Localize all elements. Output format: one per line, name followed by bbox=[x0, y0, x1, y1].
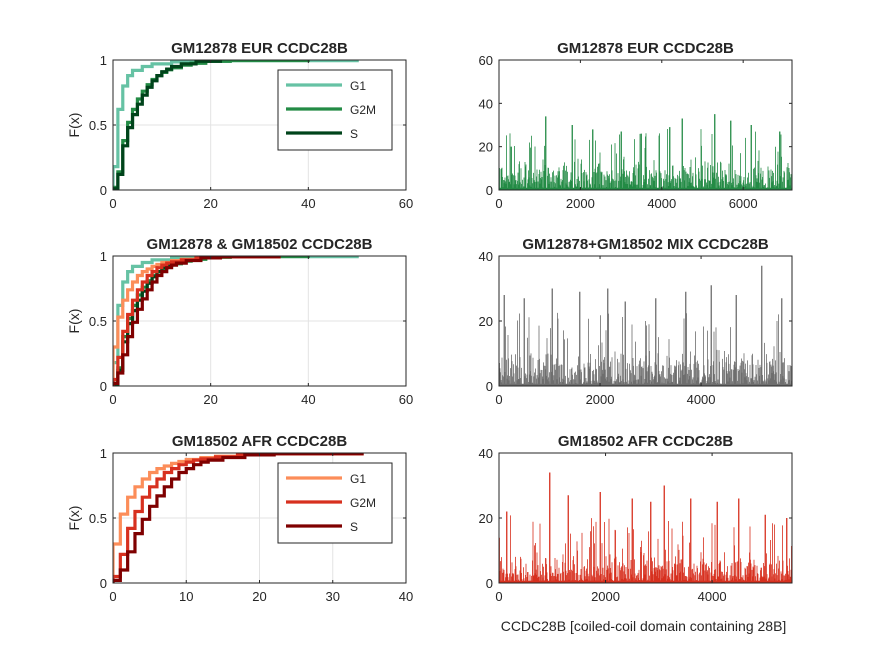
legend-label: S bbox=[350, 520, 358, 534]
y-tick-label: 40 bbox=[479, 446, 493, 461]
x-tick-label: 4000 bbox=[698, 589, 727, 604]
y-tick-label: 1 bbox=[100, 446, 107, 461]
x-tick-label: 40 bbox=[301, 196, 315, 211]
y-tick-label: 0 bbox=[100, 183, 107, 198]
chart-title: GM12878 EUR CCDC28B bbox=[557, 40, 734, 57]
x-tick-label: 0 bbox=[109, 589, 116, 604]
x-tick-label: 0 bbox=[109, 392, 116, 407]
legend: G1 G2M S bbox=[277, 69, 393, 151]
x-tick-label: 0 bbox=[109, 196, 116, 211]
x-tick-label: 6000 bbox=[729, 196, 758, 211]
legend-label: G1 bbox=[350, 472, 366, 486]
cdf-line-series-5 bbox=[113, 256, 281, 386]
x-tick-label: 60 bbox=[399, 196, 413, 211]
axes-cdf-eur: 0 20 40 60 0 0.5 1 GM12878 EUR CCDC28B F(x) G1 G2M… bbox=[66, 40, 413, 211]
axes-cdf-mix: 0 20 40 60 0 0.5 1 GM12878 & GM18502 CCDC28B F(x… bbox=[66, 236, 413, 407]
chart-title: GM12878 EUR CCDC28B bbox=[171, 40, 348, 57]
axes-hist-mix: 0 2000 4000 0 20 40 GM12878+GM18502 MIX CCDC28… bbox=[479, 236, 793, 407]
legend-label: S bbox=[350, 127, 358, 141]
x-tick-label: 10 bbox=[179, 589, 193, 604]
y-tick-label: 0 bbox=[486, 379, 493, 394]
x-tick-label: 40 bbox=[301, 392, 315, 407]
x-tick-label: 60 bbox=[399, 392, 413, 407]
x-tick-label: 30 bbox=[326, 589, 340, 604]
y-axis-label: F(x) bbox=[66, 309, 82, 334]
y-tick-label: 40 bbox=[479, 96, 493, 111]
y-tick-label: 20 bbox=[479, 511, 493, 526]
y-tick-label: 0 bbox=[100, 576, 107, 591]
plot-area bbox=[113, 256, 359, 386]
x-tick-label: 0 bbox=[495, 589, 502, 604]
legend: G1 G2M S bbox=[277, 462, 393, 544]
y-tick-label: 0.5 bbox=[89, 118, 107, 133]
y-tick-label: 0.5 bbox=[89, 314, 107, 329]
axes-box bbox=[498, 59, 793, 191]
y-tick-label: 0 bbox=[486, 576, 493, 591]
chart-title: GM12878+GM18502 MIX CCDC28B bbox=[522, 236, 769, 253]
chart-title: GM18502 AFR CCDC28B bbox=[172, 433, 347, 450]
x-tick-label: 2000 bbox=[586, 392, 615, 407]
axes-background bbox=[499, 453, 792, 583]
y-tick-label: 40 bbox=[479, 249, 493, 264]
y-tick-label: 1 bbox=[100, 249, 107, 264]
axes-hist-afr: 0 2000 4000 0 20 40 GM18502 AFR CCDC28B CCDC28B… bbox=[479, 433, 793, 634]
chart-title: GM18502 AFR CCDC28B bbox=[558, 433, 733, 450]
legend-label: G2M bbox=[350, 496, 376, 510]
y-axis-label: F(x) bbox=[66, 506, 82, 531]
legend-label: G2M bbox=[350, 103, 376, 117]
x-tick-label: 40 bbox=[399, 589, 413, 604]
x-tick-label: 20 bbox=[203, 196, 217, 211]
x-tick-label: 4000 bbox=[647, 196, 676, 211]
x-tick-label: 0 bbox=[495, 196, 502, 211]
y-tick-label: 1 bbox=[100, 53, 107, 68]
legend-label: G1 bbox=[350, 79, 366, 93]
y-tick-label: 0 bbox=[486, 183, 493, 198]
cdf-line-s bbox=[113, 60, 223, 190]
cdf-line-s bbox=[113, 453, 364, 583]
x-tick-label: 4000 bbox=[687, 392, 716, 407]
y-tick-label: 0.5 bbox=[89, 511, 107, 526]
y-tick-label: 0 bbox=[100, 379, 107, 394]
y-tick-label: 60 bbox=[479, 53, 493, 68]
x-tick-label: 0 bbox=[495, 392, 502, 407]
axes-hist-eur: 0 2000 4000 6000 0 20 40 60 GM12878 EUR CCDC28B bbox=[479, 40, 793, 211]
plot-area bbox=[113, 453, 364, 583]
index-spikes bbox=[499, 265, 792, 386]
x-tick-label: 20 bbox=[203, 392, 217, 407]
x-tick-label: 2000 bbox=[591, 589, 620, 604]
y-tick-label: 20 bbox=[479, 140, 493, 155]
x-axis-label: CCDC28B [coiled-coil domain containing 2… bbox=[501, 618, 787, 634]
x-tick-label: 2000 bbox=[566, 196, 595, 211]
y-tick-label: 20 bbox=[479, 314, 493, 329]
plot-area bbox=[499, 265, 792, 386]
x-tick-label: 20 bbox=[252, 589, 266, 604]
y-axis-label: F(x) bbox=[66, 113, 82, 138]
chart-title: GM12878 & GM18502 CCDC28B bbox=[147, 236, 373, 253]
